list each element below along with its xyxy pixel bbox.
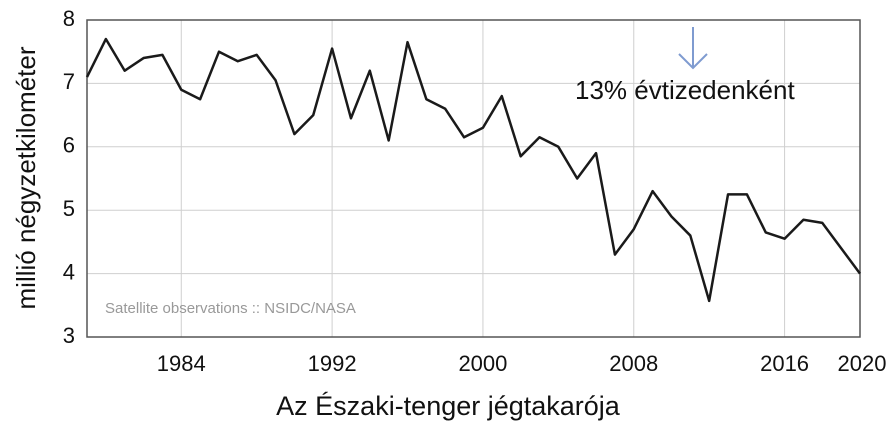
y-tick-label: 4 <box>63 259 75 284</box>
x-tick-label: 1992 <box>308 351 357 376</box>
y-tick-label: 7 <box>63 69 75 94</box>
x-tick-label: 1984 <box>157 351 206 376</box>
source-note: Satellite observations :: NSIDC/NASA <box>105 300 356 317</box>
grid <box>87 19 861 338</box>
y-tick-label: 6 <box>63 133 75 158</box>
data-line <box>85 37 862 303</box>
trend-arrow <box>678 27 708 70</box>
x-tick-label: 2000 <box>458 351 507 376</box>
y-axis-label: millió négyzetkilométer <box>11 46 41 309</box>
x-tick-label: 2020 <box>838 351 887 376</box>
trend-annotation: 13% évtizedenként <box>575 75 795 105</box>
plot-frame <box>86 19 861 338</box>
y-tick-label: 5 <box>63 196 75 221</box>
y-tick-label: 8 <box>63 6 75 31</box>
x-tick-label: 2008 <box>609 351 658 376</box>
x-tick-label: 2016 <box>760 351 809 376</box>
x-axis-label: Az Északi-tenger jégtakarója <box>276 391 621 421</box>
y-tick-label: 3 <box>63 323 75 348</box>
